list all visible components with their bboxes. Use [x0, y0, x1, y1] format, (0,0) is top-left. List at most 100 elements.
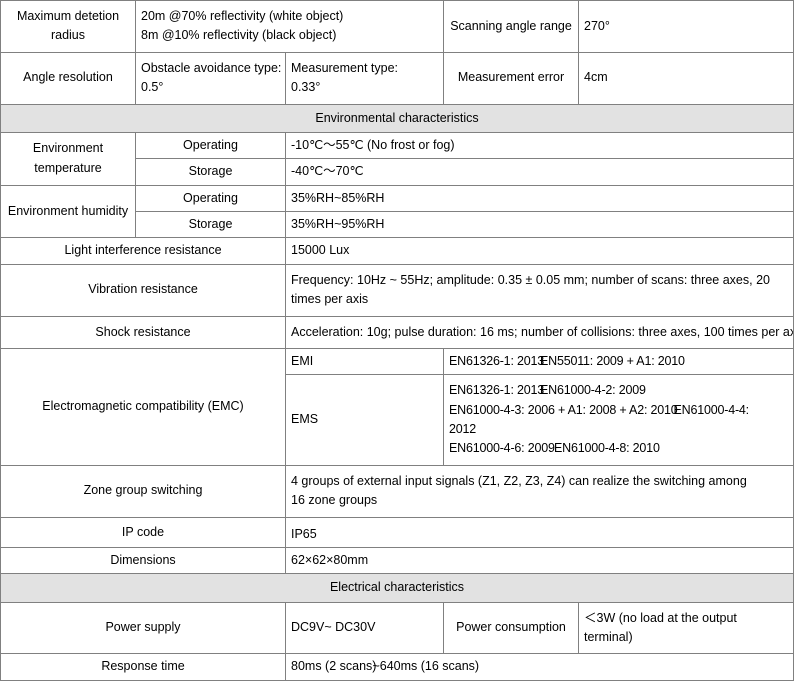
humidity-storage-value: 35%RH~95%RH	[291, 217, 385, 231]
table-row: Storage -40℃～70℃	[1, 158, 794, 186]
scanning-angle-range-value: 270°	[584, 18, 610, 33]
max-detection-radius-line1: 20m @70% reflectivity (white object)	[141, 9, 344, 23]
cell-emc-label: Electromagnetic compatibility (EMC)	[0, 347, 286, 466]
cell-measurement-error-value: 4cm	[578, 51, 794, 105]
cell-emi-label: EMI	[285, 347, 444, 376]
ems-line4-primary: EN61000-4-6: 2009	[449, 441, 558, 456]
table-row: Maximum detetion radius 20m @70% reflect…	[0, 0, 794, 53]
response-time-min: 80ms (2 scans)	[291, 659, 377, 674]
cell-temperature-operating-value: -10℃～55℃ (No frost or fog)	[285, 131, 794, 160]
ems-line2-primary: EN61000-4-3: 2006 + A1: 2008 + A2: 2010	[449, 402, 678, 417]
shock-value: Acceleration: 10g; pulse duration: 16 ms…	[291, 324, 794, 339]
section-header-row: Environmental characteristics	[0, 103, 794, 133]
cell-scanning-angle-range-value: 270°	[578, 0, 794, 53]
table-row: Response time 80ms (2 scans)~640ms (16 s…	[0, 653, 794, 681]
table-row: Power supply DC9V~ DC30V Power consumpti…	[0, 601, 794, 655]
ems-standard-line-1: EN61326-1: 2013EN61000-4-2: 2009	[449, 381, 788, 400]
table-row: Environment temperature Operating -10℃～5…	[0, 131, 794, 186]
cell-angle-resolution-label: Angle resolution	[0, 51, 136, 105]
measurement-error-label: Measurement error	[457, 70, 565, 85]
ip-code-label: IP code	[121, 524, 165, 539]
ems-standard-line-4: EN61000-4-6: 2009 EN61000-4-8: 2010	[449, 439, 788, 458]
table-row: Angle resolution Obstacle avoidance type…	[0, 51, 794, 105]
cell-power-consumption-label: Power consumption	[443, 601, 579, 655]
cell-ip-code-label: IP code	[0, 516, 286, 548]
cell-environment-temperature-label: Environment temperature	[0, 131, 136, 186]
humidity-storage-label: Storage	[188, 217, 233, 231]
cell-temperature-operating-label: Operating	[135, 131, 286, 160]
cell-shock-label: Shock resistance	[0, 315, 286, 349]
cell-max-detection-radius-value: 20m @70% reflectivity (white object) 8m …	[135, 0, 444, 53]
max-detection-radius-label: Maximum detetion radius	[16, 9, 120, 43]
cell-zone-group-label: Zone group switching	[0, 464, 286, 518]
ems-standard-line-3: 2012	[449, 422, 477, 436]
table-row: Vibration resistance Frequency: 10Hz ~ 5…	[0, 263, 794, 317]
emi-standard-secondary: EN55011: 2009 + A1: 2010	[540, 353, 685, 368]
measurement-error-value: 4cm	[584, 70, 608, 85]
scanning-angle-range-label: Scanning angle range	[450, 18, 572, 33]
cell-scanning-angle-range-label: Scanning angle range	[443, 0, 579, 53]
cell-zone-group-value: 4 groups of external input signals (Z1, …	[285, 464, 794, 518]
cell-environment-humidity-label: Environment humidity	[0, 184, 136, 239]
zone-group-value-line2: 16 zone groups	[291, 493, 378, 508]
response-time-max: ~640ms (16 scans)	[372, 659, 480, 674]
cell-humidity-storage-value: 35%RH~95%RH	[285, 210, 794, 239]
power-consumption-value: ＜3W (no load at the output terminal)	[584, 610, 737, 644]
cell-temperature-storage-label: Storage	[135, 158, 286, 186]
ems-standard-line-2: EN61000-4-3: 2006 + A1: 2008 + A2: 2010E…	[449, 401, 788, 420]
cell-power-consumption-value: ＜3W (no load at the output terminal)	[578, 601, 794, 655]
cell-vibration-value: Frequency: 10Hz ~ 55Hz; amplitude: 0.35 …	[285, 263, 794, 317]
ems-line2-secondary: EN61000-4-4:	[673, 402, 750, 417]
cell-power-supply-label: Power supply	[0, 601, 286, 655]
section-header-row: Electrical characteristics	[0, 573, 794, 603]
environment-temperature-label: Environment temperature	[32, 141, 104, 175]
table-row: Environment humidity Operating 35%RH~85%…	[0, 184, 794, 239]
section-header-electrical-label: Electrical characteristics	[329, 580, 465, 595]
table-row: EMS EN61326-1: 2013EN61000-4-2: 2009 EN6…	[1, 374, 794, 466]
measurement-type-line1: Measurement type:	[291, 60, 398, 75]
cell-max-detection-radius-label: Maximum detetion radius	[0, 0, 136, 53]
cell-power-supply-value: DC9V~ DC30V	[285, 601, 444, 655]
cell-dimensions-value: 62×62×80mm	[285, 546, 794, 575]
cell-measurement-error-label: Measurement error	[443, 51, 579, 105]
temperature-storage-label: Storage	[188, 164, 233, 179]
cell-humidity-storage-label: Storage	[135, 210, 286, 239]
table-row: Zone group switching 4 groups of externa…	[0, 464, 794, 518]
power-consumption-label: Power consumption	[456, 620, 566, 635]
ems-line1-primary: EN61326-1: 2013	[449, 383, 544, 398]
zone-group-value-line1: 4 groups of external input signals (Z1, …	[291, 473, 747, 488]
temperature-storage-value: -40℃～70℃	[291, 164, 364, 179]
temperature-operating-label: Operating	[183, 137, 238, 152]
cell-ip-code-value: IP65	[285, 516, 794, 548]
environment-humidity-label: Environment humidity	[7, 203, 129, 218]
cell-light-interference-label: Light interference resistance	[0, 237, 286, 265]
cell-response-time-value: 80ms (2 scans)~640ms (16 scans)	[285, 653, 794, 681]
table-row: IP code IP65	[0, 516, 794, 548]
ems-label: EMS	[291, 412, 319, 427]
cell-light-interference-value: 15000 Lux	[285, 237, 794, 265]
max-detection-radius-line2: 8m @10% reflectivity (black object)	[141, 28, 337, 43]
emi-label: EMI	[291, 353, 314, 368]
vibration-value: Frequency: 10Hz ~ 55Hz; amplitude: 0.35 …	[291, 272, 770, 307]
cell-measurement-type: Measurement type: 0.33°	[285, 51, 444, 105]
cell-obstacle-avoidance-type: Obstacle avoidance type: 0.5°	[135, 51, 286, 105]
power-supply-value: DC9V~ DC30V	[291, 620, 376, 635]
response-time-label: Response time	[101, 659, 185, 674]
table-row: Electromagnetic compatibility (EMC) EMI …	[0, 347, 794, 466]
measurement-type-line2: 0.33°	[291, 80, 321, 95]
emc-label: Electromagnetic compatibility (EMC)	[42, 399, 244, 414]
cell-temperature-storage-value: -40℃～70℃	[285, 158, 794, 186]
humidity-operating-value: 35%RH~85%RH	[291, 190, 385, 205]
zone-group-label: Zone group switching	[83, 483, 203, 498]
section-header-electrical: Electrical characteristics	[0, 573, 794, 603]
table-row: Light interference resistance 15000 Lux	[0, 237, 794, 265]
dimensions-label: Dimensions	[110, 552, 176, 567]
cell-vibration-label: Vibration resistance	[0, 263, 286, 317]
cell-emi-value: EN61326-1: 2013EN55011: 2009 + A1: 2010	[443, 347, 794, 376]
cell-humidity-operating-value: 35%RH~85%RH	[285, 184, 794, 213]
ip-code-value: IP65	[291, 526, 317, 541]
ems-line4-secondary: EN61000-4-8: 2010	[553, 441, 660, 456]
obstacle-avoidance-type-line1: Obstacle avoidance type:	[141, 60, 282, 75]
ems-line1-secondary: EN61000-4-2: 2009	[540, 383, 646, 398]
